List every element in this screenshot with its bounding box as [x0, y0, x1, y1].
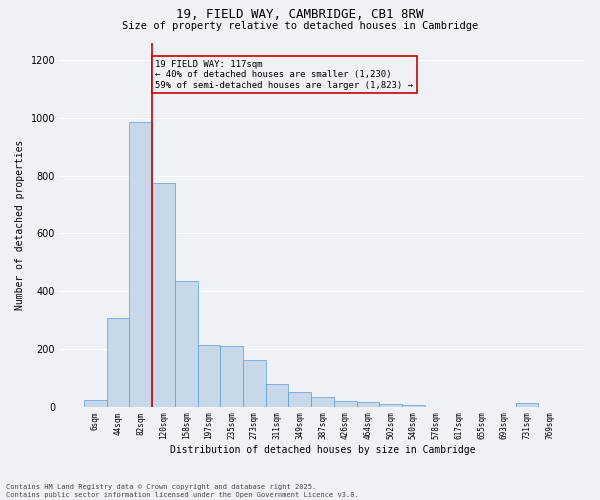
Bar — [311, 396, 334, 407]
Bar — [402, 404, 425, 407]
Bar — [379, 404, 402, 407]
Bar — [175, 281, 197, 407]
X-axis label: Distribution of detached houses by size in Cambridge: Distribution of detached houses by size … — [170, 445, 475, 455]
Bar — [130, 122, 152, 407]
Bar — [356, 402, 379, 407]
Y-axis label: Number of detached properties: Number of detached properties — [15, 140, 25, 310]
Bar — [266, 384, 289, 407]
Text: 19, FIELD WAY, CAMBRIDGE, CB1 8RW: 19, FIELD WAY, CAMBRIDGE, CB1 8RW — [176, 8, 424, 20]
Text: Contains HM Land Registry data © Crown copyright and database right 2025.
Contai: Contains HM Land Registry data © Crown c… — [6, 484, 359, 498]
Text: Size of property relative to detached houses in Cambridge: Size of property relative to detached ho… — [122, 21, 478, 31]
Bar — [152, 182, 175, 407]
Bar — [220, 346, 243, 407]
Bar — [107, 318, 130, 407]
Bar — [334, 401, 356, 407]
Bar — [515, 404, 538, 407]
Bar — [243, 360, 266, 407]
Text: 19 FIELD WAY: 117sqm
← 40% of detached houses are smaller (1,230)
59% of semi-de: 19 FIELD WAY: 117sqm ← 40% of detached h… — [155, 60, 413, 90]
Bar — [84, 400, 107, 407]
Bar — [197, 345, 220, 407]
Bar — [289, 392, 311, 407]
